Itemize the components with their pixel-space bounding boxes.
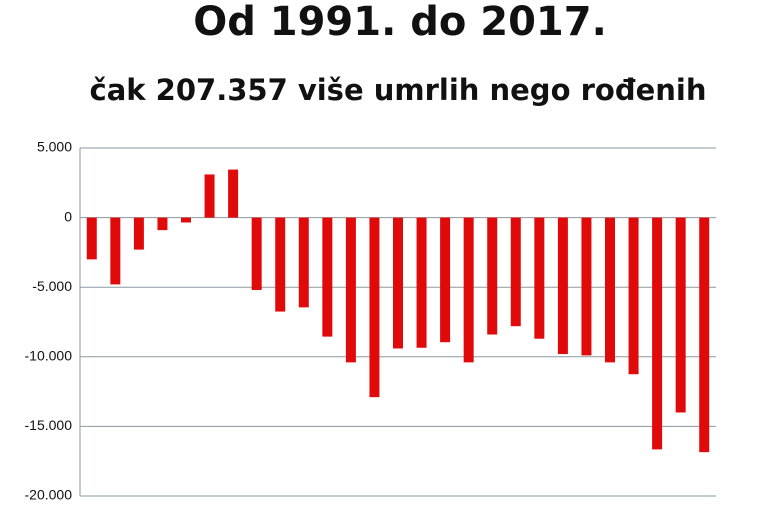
bar xyxy=(110,217,121,285)
bar xyxy=(487,217,498,335)
y-tick-label: -5.000 xyxy=(32,278,72,294)
bar xyxy=(369,217,380,398)
bar xyxy=(699,217,710,453)
bar xyxy=(86,217,97,260)
bar xyxy=(228,169,239,218)
bar xyxy=(298,217,309,308)
bar xyxy=(322,217,333,337)
y-tick-label: -15.000 xyxy=(25,417,73,433)
bar xyxy=(510,217,521,327)
bar xyxy=(345,217,356,363)
y-tick-label: 0 xyxy=(64,208,72,224)
bar xyxy=(416,217,427,348)
bar xyxy=(275,217,286,312)
bar xyxy=(181,217,191,223)
bar xyxy=(157,217,168,231)
bar xyxy=(581,217,592,356)
bar xyxy=(133,217,144,250)
bar xyxy=(605,217,615,363)
bar xyxy=(534,217,545,339)
bar xyxy=(440,217,451,343)
bar xyxy=(463,217,474,363)
chart-title: Od 1991. do 2017. xyxy=(193,0,607,45)
y-tick-label: -10.000 xyxy=(25,348,73,364)
bar xyxy=(393,217,403,349)
bar xyxy=(675,217,686,413)
bar xyxy=(204,174,215,218)
y-tick-label: 5.000 xyxy=(37,139,72,155)
bar xyxy=(251,217,262,290)
bar xyxy=(557,217,568,355)
y-tick-label: -20.000 xyxy=(25,487,73,503)
chart-subtitle: čak 207.357 više umrlih nego rođenih xyxy=(90,73,707,107)
bar xyxy=(652,217,663,450)
bar xyxy=(628,217,639,375)
